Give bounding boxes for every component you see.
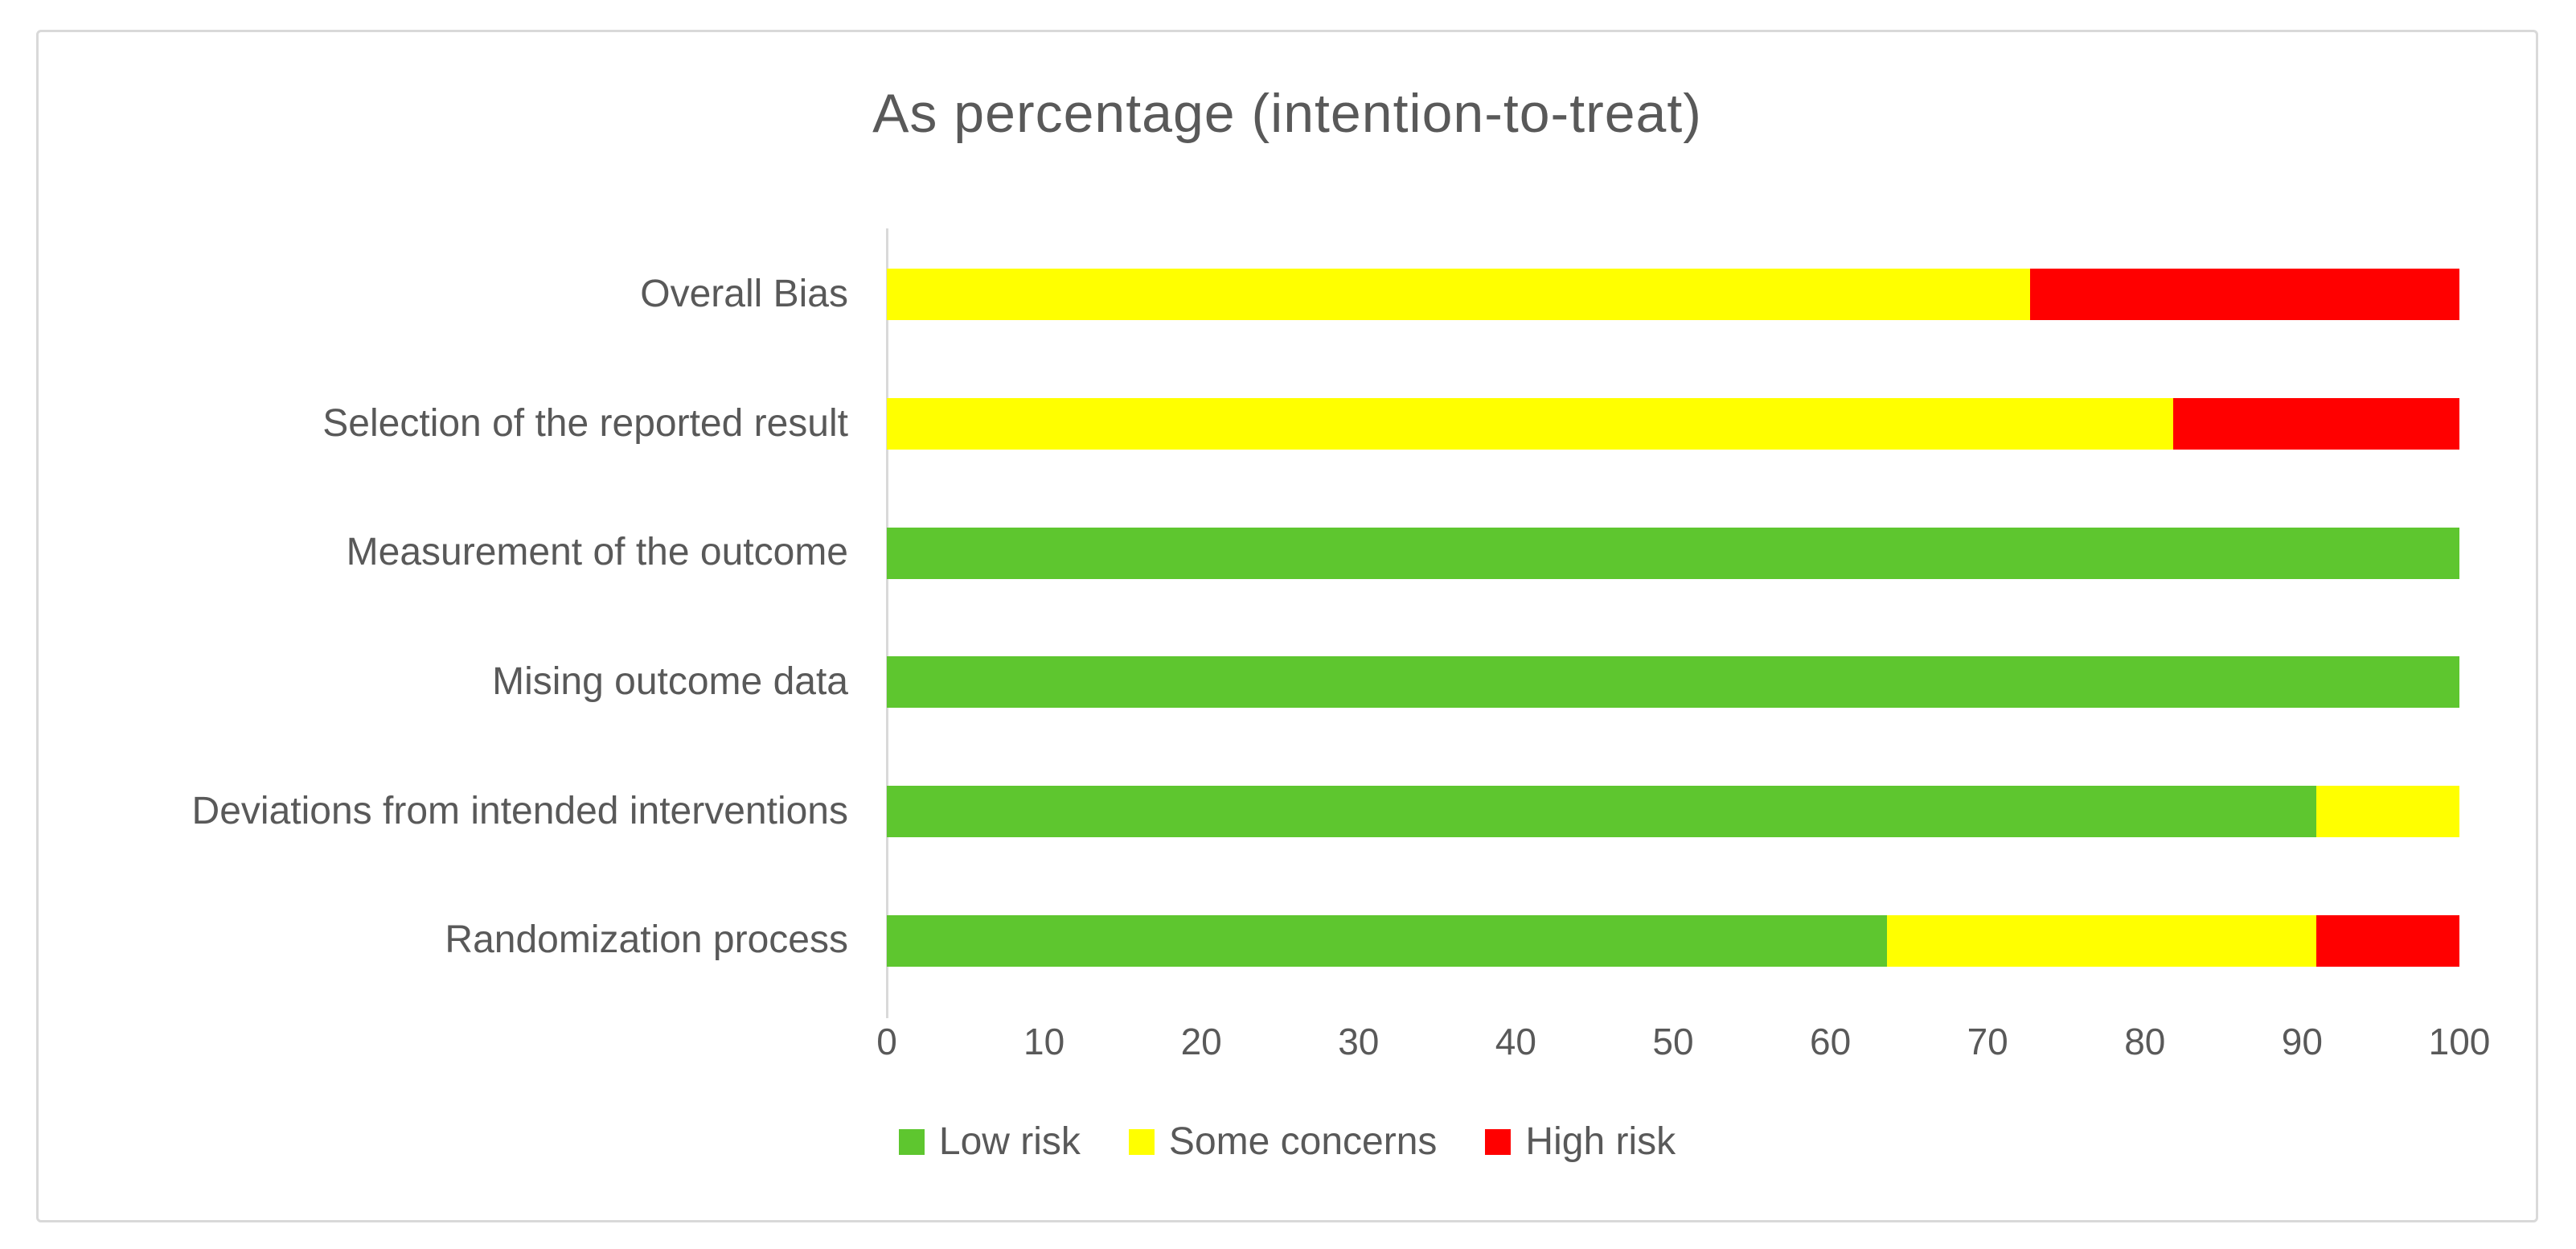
legend-label: Some concerns (1168, 1120, 1438, 1163)
bar-row-overall-bias: Overall Bias (39, 230, 2462, 359)
bar-track (887, 398, 2459, 450)
legend: Low risk Some concerns High risk (39, 1120, 2536, 1164)
bar-segment-low-risk (887, 527, 2459, 579)
x-tick-label: 100 (2428, 1021, 2491, 1062)
bar-track (887, 269, 2459, 321)
legend-swatch-icon (898, 1128, 925, 1155)
bar-row-deviations-from-intended-interventions: Deviations from intended interventions (39, 747, 2462, 877)
legend-label: Low risk (938, 1120, 1081, 1163)
bar-row-mising-outcome-data: Mising outcome data (39, 618, 2462, 747)
category-label: Selection of the reported result (322, 401, 848, 445)
legend-item-some-concerns: Some concerns (1128, 1120, 1438, 1164)
x-tick-label: 0 (876, 1021, 897, 1062)
x-tick-label: 30 (1338, 1021, 1380, 1062)
legend-swatch-icon (1485, 1128, 1512, 1155)
category-label: Mising outcome data (492, 659, 848, 703)
bar-row-randomization-process: Randomization process (39, 876, 2462, 1005)
x-tick-label: 90 (2281, 1021, 2323, 1062)
bar-segment-some-concerns (887, 269, 2030, 321)
chart-title: As percentage (intention-to-treat) (872, 83, 1702, 144)
bar-segment-low-risk (887, 786, 2316, 838)
x-tick-label: 20 (1180, 1021, 1222, 1062)
chart-frame: As percentage (intention-to-treat) Overa… (36, 30, 2538, 1222)
y-axis-line (886, 228, 888, 1018)
bar-segment-high-risk (2173, 398, 2459, 450)
bar-segment-some-concerns (2316, 786, 2459, 838)
bar-row-measurement-of-the-outcome: Measurement of the outcome (39, 488, 2462, 618)
x-tick-label: 70 (1967, 1021, 2008, 1062)
category-label: Overall Bias (640, 272, 848, 315)
bar-segment-high-risk (2316, 914, 2459, 967)
x-tick-label: 80 (2124, 1021, 2166, 1062)
bar-segment-low-risk (887, 656, 2459, 709)
category-label: Deviations from intended interventions (191, 789, 848, 832)
x-axis-ticks: 0 10 20 30 40 50 60 70 80 90 100 (39, 1020, 2536, 1068)
bar-track (887, 786, 2459, 838)
legend-swatch-icon (1128, 1128, 1155, 1155)
x-tick-label: 50 (1652, 1021, 1694, 1062)
legend-item-high-risk: High risk (1485, 1120, 1676, 1164)
legend-item-low-risk: Low risk (898, 1120, 1081, 1164)
category-label: Randomization process (445, 918, 848, 962)
legend-label: High risk (1525, 1120, 1676, 1163)
x-tick-label: 60 (1810, 1021, 1852, 1062)
x-tick-label: 10 (1023, 1021, 1065, 1062)
bar-track (887, 656, 2459, 709)
bar-track (887, 527, 2459, 579)
bar-row-selection-of-the-reported-result: Selection of the reported result (39, 359, 2462, 489)
category-label: Measurement of the outcome (346, 531, 848, 574)
bar-segment-high-risk (2030, 269, 2459, 321)
bar-track (887, 914, 2459, 967)
bar-segment-some-concerns (887, 398, 2173, 450)
bar-segment-low-risk (887, 914, 1888, 967)
bar-segment-some-concerns (1887, 914, 2316, 967)
x-tick-label: 40 (1495, 1021, 1536, 1062)
plot-area: Overall Bias Selection of the reported re… (39, 230, 2462, 1005)
